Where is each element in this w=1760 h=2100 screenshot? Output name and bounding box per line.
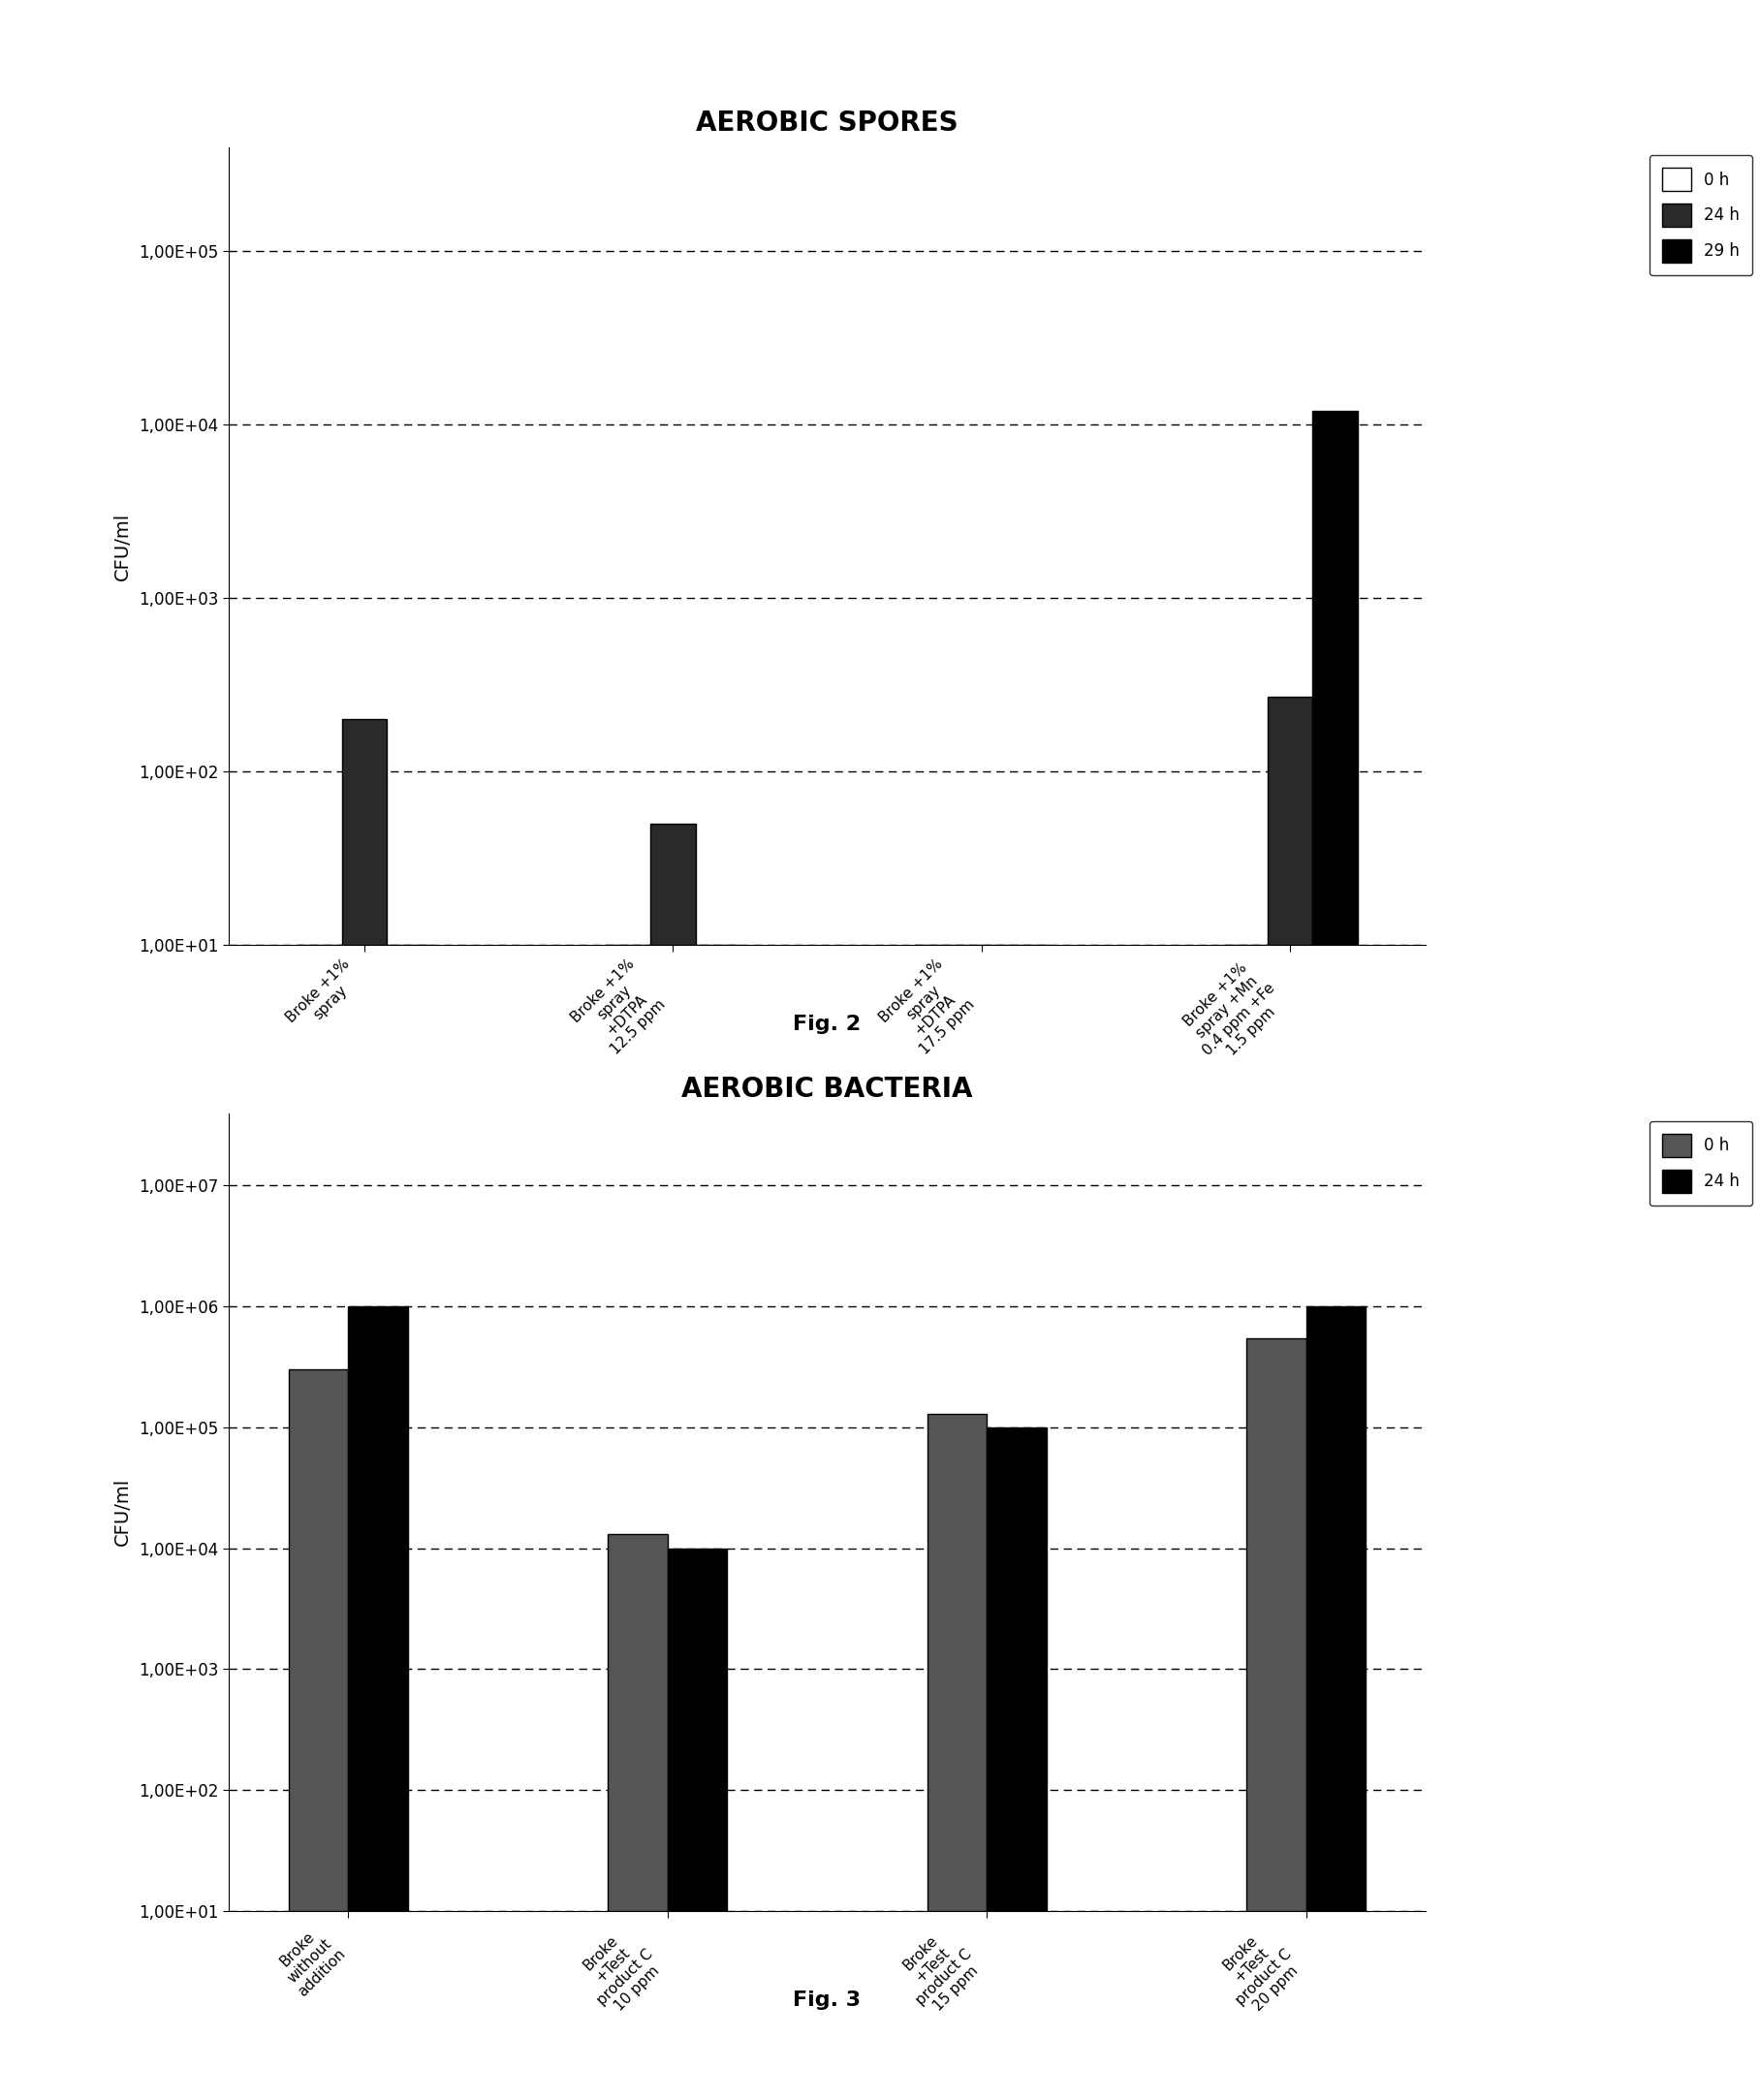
Text: Fig. 2: Fig. 2 [794,1014,861,1033]
Bar [289,1369,348,1911]
Text: Fig. 3: Fig. 3 [794,1991,861,2010]
Bar [667,1548,727,1911]
Bar [348,1306,408,1911]
Bar [1313,412,1357,945]
Bar [651,823,695,945]
Title: AEROBIC BACTERIA: AEROBIC BACTERIA [681,1075,973,1103]
Y-axis label: CFU/ml: CFU/ml [114,512,132,580]
Legend: 0 h, 24 h: 0 h, 24 h [1649,1121,1753,1205]
Bar [928,1413,987,1911]
Bar [1246,1338,1306,1911]
Bar [341,720,387,945]
Bar [607,1535,667,1911]
Bar [1267,697,1313,945]
Y-axis label: CFU/ml: CFU/ml [114,1478,132,1546]
Bar [987,1428,1047,1911]
Bar [1306,1306,1366,1911]
Title: AEROBIC SPORES: AEROBIC SPORES [695,109,959,137]
Legend: 0 h, 24 h, 29 h: 0 h, 24 h, 29 h [1649,155,1753,275]
